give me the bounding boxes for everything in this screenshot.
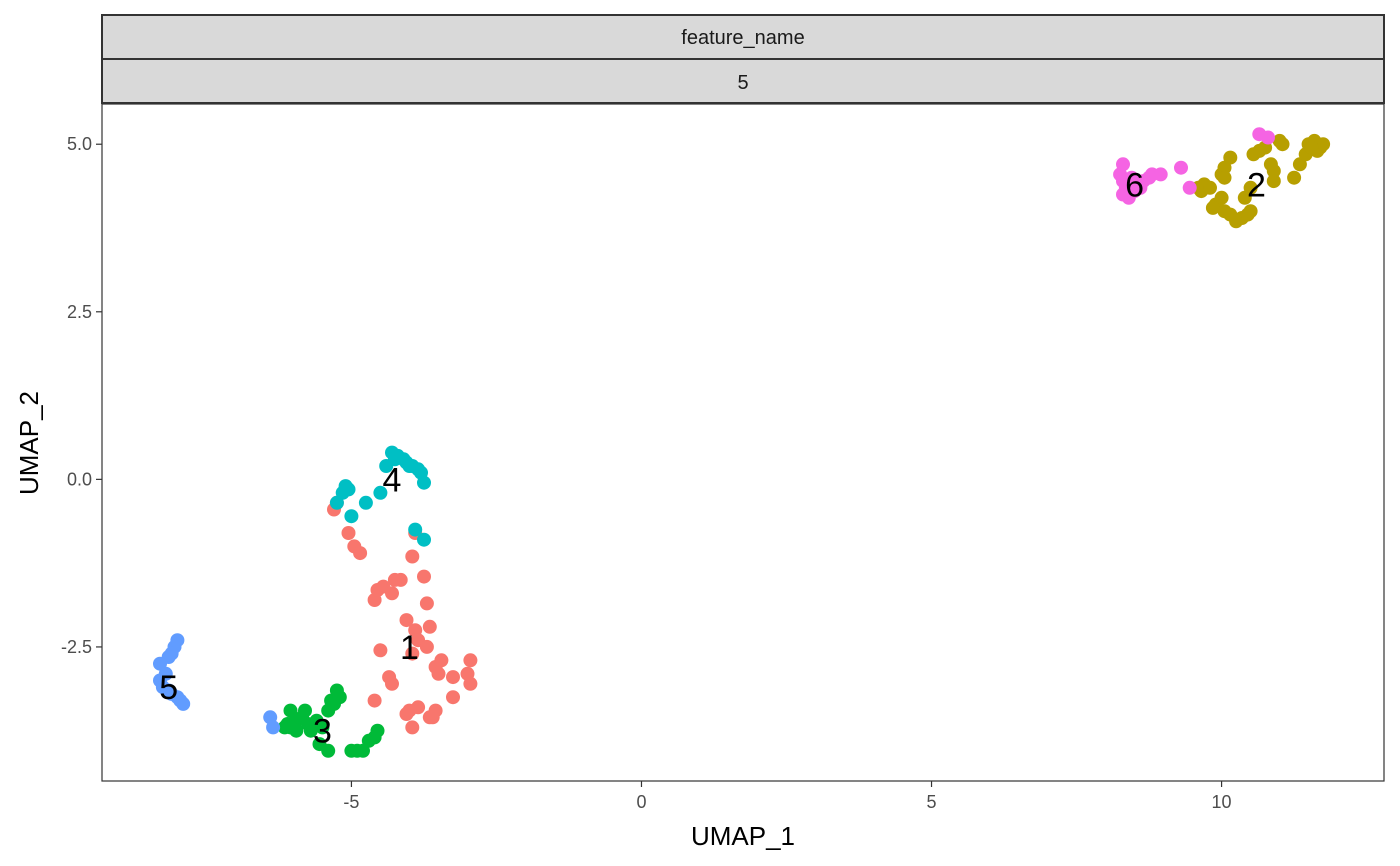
x-tick-label-2: 5 [927, 792, 937, 812]
point-cluster-1-14 [419, 596, 434, 611]
point-cluster-1-9 [387, 572, 402, 587]
point-cluster-5-12 [176, 696, 191, 711]
facet-strip-bottom [101, 58, 1385, 104]
point-cluster-1-11 [385, 586, 399, 601]
facet-strip-top-label: feature_name [681, 27, 804, 49]
x-axis: -5 0 5 10 [343, 781, 1232, 812]
facet-strips: feature_name 5 [101, 14, 1385, 104]
point-cluster-6-17 [1133, 180, 1148, 195]
point-cluster-1-20 [405, 646, 420, 661]
point-cluster-2-6 [1223, 150, 1238, 165]
point-cluster-2-25 [1275, 137, 1290, 152]
plot-panel [101, 103, 1385, 782]
point-cluster-2-15 [1243, 204, 1258, 219]
point-cluster-2-26 [1287, 170, 1302, 185]
point-cluster-6-16 [1124, 170, 1139, 185]
point-cluster-2-23 [1266, 174, 1281, 189]
point-cluster-3-16 [321, 743, 336, 758]
points-layer [153, 127, 1331, 758]
point-cluster-3-9 [315, 720, 330, 735]
point-cluster-1-34 [405, 720, 420, 735]
point-cluster-4-17 [417, 532, 431, 547]
point-cluster-1-21 [373, 643, 388, 658]
point-cluster-6-15 [1261, 130, 1275, 145]
point-cluster-6-11 [1153, 167, 1168, 182]
x-axis-title: UMAP_1 [691, 821, 795, 851]
y-tick-label-0: -2.5 [61, 637, 92, 657]
point-cluster-4-15 [329, 495, 344, 510]
cluster-label-1: 1 [400, 629, 419, 667]
point-cluster-1-23 [434, 653, 449, 668]
point-cluster-2-22 [1266, 164, 1281, 178]
point-cluster-1-24 [431, 666, 446, 681]
point-cluster-1-35 [402, 703, 417, 718]
point-cluster-1-19 [419, 639, 434, 654]
point-cluster-4-19 [402, 459, 417, 473]
cluster-label-4: 4 [383, 461, 402, 499]
point-cluster-6-12 [1174, 160, 1188, 175]
point-cluster-2-33 [1316, 137, 1331, 152]
y-axis-title: UMAP_2 [14, 391, 44, 495]
point-cluster-1-15 [399, 613, 414, 628]
y-tick-label-2: 2.5 [67, 302, 92, 322]
point-cluster-2-34 [1217, 170, 1232, 185]
point-cluster-1-2 [341, 526, 356, 540]
cluster-label-6: 6 [1125, 166, 1144, 204]
y-axis: -2.5 0.0 2.5 5.0 [61, 134, 102, 657]
point-cluster-1-13 [370, 583, 385, 597]
point-cluster-1-4 [353, 546, 368, 561]
y-tick-label-3: 5.0 [67, 134, 92, 154]
point-cluster-4-10 [358, 495, 373, 510]
point-cluster-1-28 [463, 676, 478, 691]
point-cluster-1-17 [422, 619, 437, 634]
x-tick-label-0: -5 [343, 792, 359, 812]
point-cluster-6-13 [1182, 180, 1197, 195]
x-tick-label-3: 10 [1212, 792, 1232, 812]
point-cluster-1-7 [417, 569, 431, 584]
point-cluster-4-16 [408, 522, 423, 537]
point-cluster-4-9 [373, 485, 388, 500]
point-cluster-2-9 [1205, 200, 1220, 215]
cluster-label-3: 3 [313, 713, 332, 751]
cluster-label-5: 5 [159, 669, 178, 707]
point-cluster-3-14 [332, 690, 347, 705]
facet-strip-top [101, 14, 1385, 60]
point-cluster-1-38 [367, 693, 382, 708]
facet-strip-bottom-label: 5 [737, 72, 748, 94]
point-cluster-3-22 [370, 723, 385, 738]
point-cluster-1-29 [446, 690, 460, 705]
x-tick-label-1: 0 [636, 792, 646, 812]
point-cluster-1-26 [463, 653, 478, 668]
point-cluster-3-5 [298, 703, 312, 718]
point-cluster-5-14 [266, 720, 281, 735]
point-cluster-4-7 [417, 475, 431, 490]
point-cluster-2-3 [1203, 180, 1217, 195]
point-cluster-1-5 [405, 549, 420, 564]
point-cluster-4-11 [344, 509, 359, 524]
point-cluster-1-25 [446, 670, 460, 685]
point-cluster-1-39 [425, 710, 440, 725]
cluster-label-2: 2 [1247, 166, 1266, 204]
point-cluster-2-17 [1243, 180, 1258, 195]
point-cluster-4-18 [387, 452, 402, 467]
point-cluster-2-35 [1304, 140, 1319, 155]
point-cluster-3-24 [289, 723, 304, 738]
point-cluster-1-37 [385, 676, 399, 691]
cluster-labels-layer: 1 2 3 4 5 6 [159, 166, 1266, 750]
y-tick-label-1: 0.0 [67, 469, 92, 489]
